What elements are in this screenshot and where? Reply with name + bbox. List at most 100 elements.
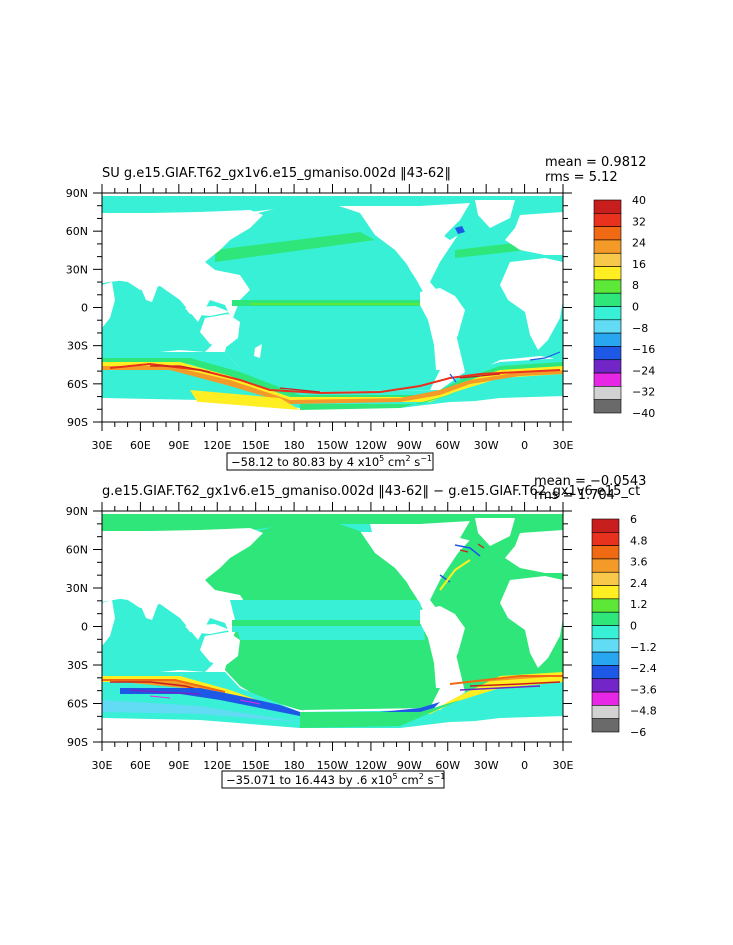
colorbar-level-label: −1.2 <box>630 641 657 654</box>
land <box>102 518 563 742</box>
y-tick-label: 60S <box>67 378 88 391</box>
land-europe <box>505 530 563 573</box>
southern-magenta <box>149 695 261 705</box>
land-samerica <box>420 288 465 370</box>
colorbar-swatch <box>593 239 622 254</box>
colorbar-swatch <box>591 665 620 680</box>
southern-purple <box>129 685 541 695</box>
panel-top-title: SU g.e15.GIAF.T62_gx1v6.e15_gmaniso.002d… <box>102 166 451 181</box>
x-tick-label: 90W <box>397 759 422 772</box>
southern-lower-2 <box>300 392 460 410</box>
land-africa-left <box>102 282 115 328</box>
southern-lowgreen <box>300 700 460 728</box>
colorbar-level-label: −40 <box>632 407 655 420</box>
panel-bottom-colorbar: 6 4.8 3.6 2.4 1.2 0 −1.2 −2.4 −3.6 −4.8 −6 <box>591 513 657 739</box>
band-eq-pacific-2 <box>250 303 420 305</box>
x-tick-label: 150E <box>242 759 270 772</box>
x-tick-label: 30W <box>474 759 499 772</box>
colorbar-swatch <box>591 611 620 626</box>
colorbar-level-label: −3.6 <box>630 683 657 696</box>
land-africa-left <box>102 600 115 646</box>
y-tick-label: 60S <box>67 698 88 711</box>
x-tick-label: 30E <box>92 439 113 452</box>
panel-top: SU g.e15.GIAF.T62_gx1v6.e15_gmaniso.002d… <box>66 155 655 471</box>
ocean-north <box>102 196 563 225</box>
colorbar-swatch <box>593 279 622 294</box>
southern-cyan-low <box>102 700 300 722</box>
colorbar-level-label: −32 <box>632 386 655 399</box>
colorbar-level-label: 8 <box>632 279 639 292</box>
colorbar-level-label: −4.8 <box>630 705 657 718</box>
x-tick-label: 120E <box>203 439 231 452</box>
land-australia <box>200 314 240 348</box>
land-europe <box>505 212 563 255</box>
colorbar-swatch <box>591 598 620 613</box>
colorbar-swatch <box>593 213 622 227</box>
land-namerica <box>370 203 470 285</box>
x-tick-label: 120W <box>355 439 387 452</box>
na-features-red <box>459 543 485 553</box>
x-tick-label: 180 <box>284 759 305 772</box>
x-tick-label: 150W <box>317 439 349 452</box>
panel-bottom-mean: mean = −0.0543 <box>534 474 646 489</box>
colorbar-swatch <box>591 545 620 560</box>
ocean-indian <box>102 280 232 356</box>
x-tick-label: 30E <box>553 759 574 772</box>
x-tick-label: 0 <box>521 759 528 772</box>
land-india <box>140 286 158 302</box>
southern-red <box>109 362 561 395</box>
panel-bottom-axes: 30E 60E 90E 120E 150E 180 150W 120W 90W 60W 30W 0 30… <box>66 502 574 772</box>
y-tick-label: 90N <box>66 187 88 200</box>
colorbar-swatch <box>593 372 622 387</box>
x-tick-label: 30E <box>92 759 113 772</box>
panel-top-range-text: −58.12 to 80.83 by 4 x105 cm2 s−1 <box>231 454 432 469</box>
land-africa <box>500 576 563 668</box>
colorbar-level-label: 2.4 <box>630 577 648 590</box>
x-tick-label: 90W <box>397 439 422 452</box>
y-tick-label: 30N <box>66 582 88 595</box>
y-tick-label: 60N <box>66 544 88 557</box>
colorbar-level-label: 24 <box>632 237 646 250</box>
y-tick-label: 30N <box>66 263 88 276</box>
na-features <box>439 544 481 583</box>
colorbar-level-label: 4.8 <box>630 534 648 547</box>
panel-top-range-box: −58.12 to 80.83 by 4 x105 cm2 s−1 <box>226 452 434 471</box>
land-eurasia <box>102 528 263 618</box>
panel-top-mean: mean = 0.9812 <box>545 155 647 170</box>
colorbar-swatch <box>591 625 620 640</box>
colorbar-swatch <box>591 558 620 573</box>
land-namerica <box>370 521 470 603</box>
land-eurasia <box>102 210 263 300</box>
land-antarctica <box>102 716 563 742</box>
colorbar-swatch <box>591 585 620 600</box>
land-africa <box>500 258 563 350</box>
ocean-north <box>102 514 563 543</box>
colorbar-swatch <box>593 199 622 214</box>
southern-orange <box>102 366 563 404</box>
colorbar-level-label: −6 <box>630 726 646 739</box>
x-tick-label: 120W <box>355 759 387 772</box>
land-india <box>140 604 158 620</box>
colorbar-swatch <box>591 718 620 733</box>
land-greenland <box>475 200 515 228</box>
x-tick-label: 120E <box>203 759 231 772</box>
band-eq2 <box>232 626 430 632</box>
colorbar-level-label: 3.6 <box>630 556 648 569</box>
land-indonesia <box>185 306 230 316</box>
x-tick-label: 150W <box>317 759 349 772</box>
colorbar-level-label: 6 <box>630 513 637 526</box>
x-tick-label: 180 <box>284 439 305 452</box>
y-tick-label: 30S <box>67 659 88 672</box>
colorbar-swatch <box>591 638 620 653</box>
x-tick-label: 30E <box>553 439 574 452</box>
land-indonesia <box>185 624 230 634</box>
southern-blue <box>120 688 440 716</box>
southern-blue <box>449 351 561 383</box>
ocean-indian <box>102 598 232 676</box>
panel-top-axes: 30E 60E 90E 120E 150E 180 150W 120W 90W 60W 30W 0 30… <box>66 184 574 452</box>
land-newzealand <box>254 344 262 358</box>
colorbar-level-label: −8 <box>632 322 648 335</box>
y-tick-label: 90N <box>66 505 88 518</box>
land-australia <box>200 632 240 666</box>
